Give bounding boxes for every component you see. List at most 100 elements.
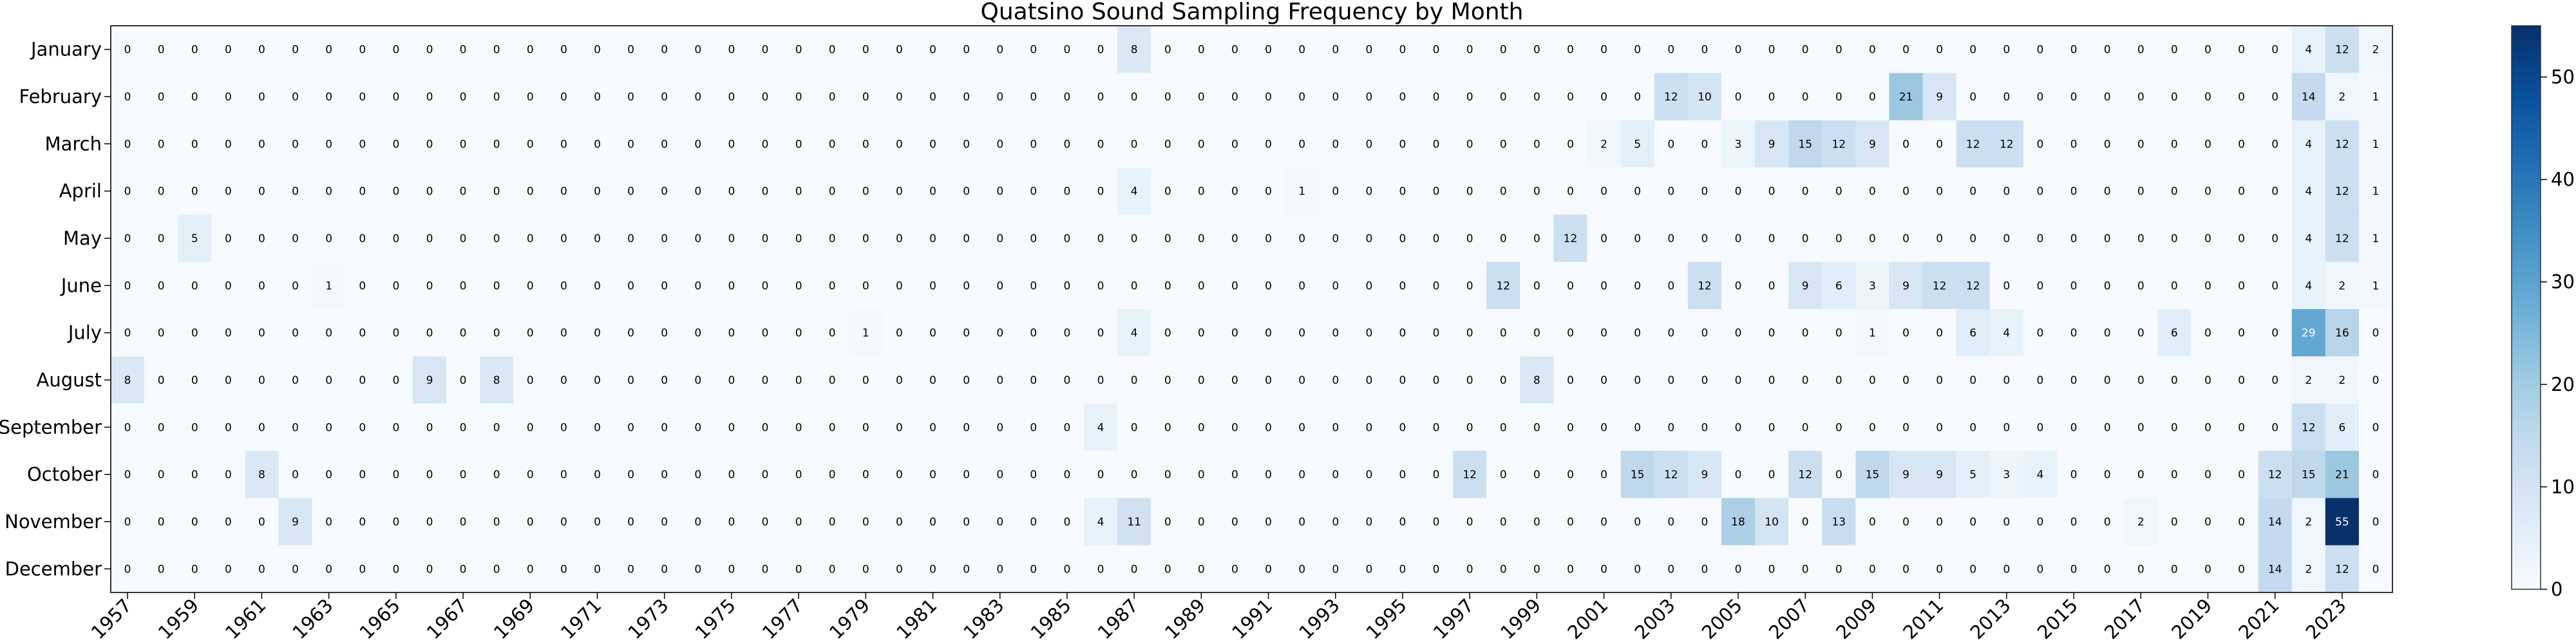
heatmap-cell [2056,214,2091,263]
heatmap-cell [949,73,984,121]
cell-value: 0 [1164,279,1171,292]
cell-value: 0 [191,469,198,482]
cell-value: 0 [392,91,399,104]
heatmap-cell [2325,73,2360,121]
cell-value: 0 [2204,516,2211,529]
heatmap-cell [1218,26,1253,73]
cell-value: 0 [829,563,836,576]
cell-value: 0 [1701,563,1708,576]
cell-value: 0 [1365,563,1372,576]
heatmap-cell [1453,120,1487,168]
cell-value: 0 [2003,44,2010,57]
cell-value: 0 [2104,232,2111,245]
cell-value: 12 [1832,138,1846,151]
cell-value: 0 [1902,516,1909,529]
cell-value: 0 [661,327,668,340]
heatmap-cell [2124,120,2158,168]
heatmap-cell [446,214,480,263]
heatmap-cell [1352,498,1387,546]
heatmap-cell [1151,214,1185,263]
heatmap-cell [1520,73,1555,121]
cell-value: 0 [1969,185,1976,198]
heatmap-cell [2124,309,2158,357]
heatmap-cell [1385,73,1420,121]
year-label: 1963 [288,594,337,643]
heatmap-cell [211,356,246,404]
cell-value: 9 [292,516,299,529]
heatmap-cell [1755,498,1789,546]
cell-value: 4 [1097,516,1104,529]
heatmap-cell [1050,214,1084,263]
cell-value: 0 [158,91,165,104]
cell-value: 0 [2204,185,2211,198]
heatmap-cell [2124,356,2158,404]
heatmap-cell [1318,403,1353,451]
cell-value: 0 [1701,44,1708,57]
cell-value: 0 [2037,91,2044,104]
cell-value: 0 [1735,91,1742,104]
cell-value: 0 [1164,469,1171,482]
cell-value: 0 [1298,374,1305,387]
heatmap-cell [1520,261,1555,310]
heatmap-cell [480,120,514,168]
heatmap-cell [312,167,346,215]
heatmap-cell [782,26,816,73]
heatmap-cell [1822,403,1856,451]
cell-value: 0 [2238,232,2245,245]
cell-value: 0 [1667,421,1674,434]
heatmap-cell [1453,167,1487,215]
heatmap-cell [1117,403,1151,451]
month-label: December [5,558,102,580]
heatmap-cell [1687,167,1722,215]
heatmap-cell [1922,214,1957,263]
heatmap-cell [882,73,917,121]
cell-value: 0 [1030,185,1037,198]
heatmap-cell [949,498,984,546]
heatmap-cell [2056,356,2091,404]
cell-value: 0 [1064,327,1071,340]
cell-value: 0 [2037,327,2044,340]
heatmap-cell [1922,120,1957,168]
cell-value: 0 [1332,91,1339,104]
heatmap-cell [1352,120,1387,168]
cell-value: 0 [1433,374,1440,387]
heatmap-cell [1687,309,1722,357]
heatmap-cell [1788,261,1823,310]
cell-value: 0 [493,138,500,151]
cell-value: 0 [896,138,903,151]
cell-value: 0 [728,327,735,340]
heatmap-cell [245,214,279,263]
cell-value: 0 [762,327,769,340]
cell-value: 1 [325,279,332,292]
heatmap-cell [748,403,782,451]
cell-value: 0 [325,138,332,151]
cell-value: 15 [2302,469,2316,482]
cell-value: 0 [426,279,433,292]
heatmap-cell [1453,26,1487,73]
cell-value: 0 [1231,279,1238,292]
heatmap-cell [1922,73,1957,121]
cell-value: 0 [1064,91,1071,104]
cell-value: 0 [694,185,701,198]
cell-value: 0 [795,232,802,245]
heatmap-cell [882,261,917,310]
cell-value: 0 [1667,185,1674,198]
cell-value: 0 [1869,91,1876,104]
heatmap-cell [312,403,346,451]
cell-value: 0 [627,516,634,529]
heatmap-cell [2023,261,2058,310]
heatmap-cell [1083,261,1118,310]
cell-value: 0 [929,374,936,387]
heatmap-cell [2258,26,2293,73]
year-label: 2017 [2100,594,2149,643]
cell-value: 0 [1030,421,1037,434]
heatmap-cell [1687,26,1722,73]
cell-value: 0 [392,185,399,198]
cell-value: 0 [158,279,165,292]
cell-value: 4 [2305,279,2312,292]
cell-value: 0 [829,421,836,434]
cell-value: 0 [829,279,836,292]
heatmap-cell [916,356,951,404]
cell-value: 0 [325,563,332,576]
cell-value: 0 [2003,421,2010,434]
